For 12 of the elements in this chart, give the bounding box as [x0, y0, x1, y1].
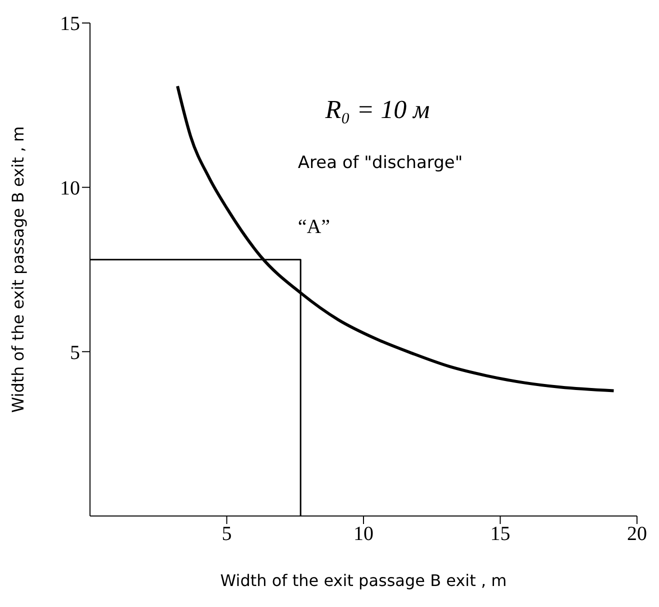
y-axis-title: Width of the exit passage B exit , m	[8, 126, 28, 413]
x-tick-label: 20	[627, 523, 647, 546]
x-tick-label: 5	[222, 523, 232, 546]
x-tick-label: 10	[354, 523, 374, 546]
y-tick-label: 5	[70, 342, 80, 364]
annotation: R₀ = 10 м	[324, 95, 430, 124]
x-tick-label: 15	[490, 523, 510, 546]
y-tick-label: 10	[60, 177, 80, 200]
annotation: Area of "discharge"	[298, 153, 463, 173]
y-tick-label: 15	[60, 13, 80, 36]
x-axis-title: Width of the exit passage B exit , m	[220, 571, 507, 590]
annotation: “A”	[298, 216, 330, 238]
